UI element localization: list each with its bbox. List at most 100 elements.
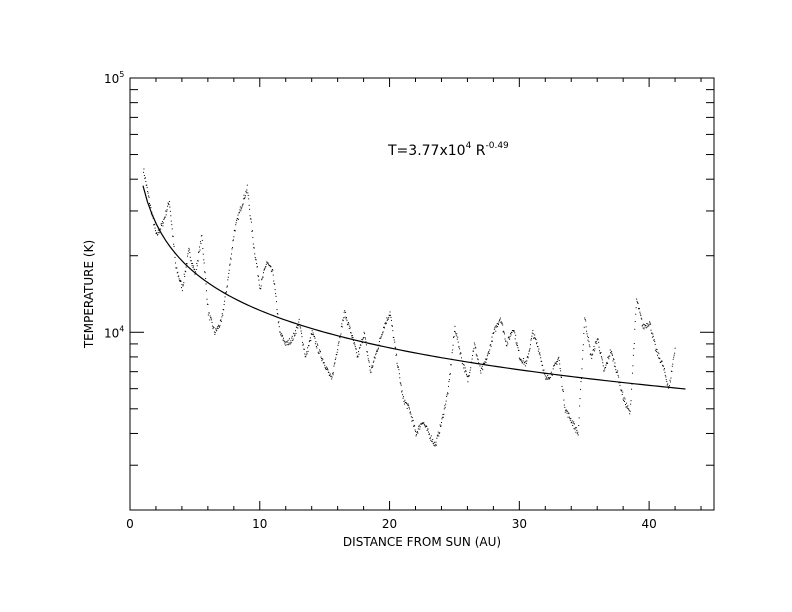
observed-point [422,422,424,424]
observed-point [157,229,159,231]
observed-point [177,271,179,273]
observed-point [156,234,158,236]
observed-point [485,358,487,360]
observed-point [668,387,670,389]
observed-point [357,356,359,358]
observed-point [655,348,657,350]
observed-point [536,342,538,344]
observed-point [469,369,471,371]
observed-point [664,371,666,373]
observed-point [246,184,248,186]
observed-point [667,386,669,388]
observed-point [431,440,433,442]
observed-point [358,351,360,353]
observed-point [555,361,557,363]
observed-point [406,403,408,405]
observed-point [585,326,587,328]
observed-point [308,340,310,342]
observed-point [142,171,144,173]
observed-point [500,321,502,323]
observed-point [162,225,164,227]
observed-point [515,334,517,336]
observed-point [380,337,382,339]
observed-point [648,324,650,326]
observed-point [566,412,568,414]
observed-point [670,377,672,379]
observed-point [505,340,507,342]
observed-point [647,323,649,325]
observed-point [246,189,248,191]
observed-point [238,212,240,214]
observed-point [336,354,338,356]
observed-point [517,345,519,347]
observed-point [256,266,258,268]
observed-point [404,399,406,401]
observed-point [219,325,221,327]
observed-point [196,263,198,265]
observed-point [484,361,486,363]
observed-point [205,283,207,285]
observed-point [652,333,654,335]
observed-point [199,249,201,251]
observed-point [146,187,148,189]
observed-point [605,364,607,366]
observed-point [314,337,316,339]
observed-point [252,243,254,245]
observed-point [403,401,405,403]
observed-point [546,378,548,380]
observed-point [509,335,511,337]
observed-point [498,319,500,321]
observed-point [542,369,544,371]
observed-point [329,374,331,376]
observed-point [230,258,232,260]
observed-point [395,355,397,357]
observed-point [257,275,259,277]
observed-point [558,356,560,358]
observed-point [367,355,369,357]
observed-point [220,319,222,321]
observed-point [415,435,417,437]
observed-point [616,371,618,373]
observed-point [189,256,191,258]
observed-point [211,321,213,323]
observed-point [358,347,360,349]
observed-point [343,317,345,319]
observed-point [407,404,409,406]
observed-point [344,310,346,312]
observed-point [144,177,146,179]
observed-point [544,375,546,377]
observed-point [460,352,462,354]
observed-point [527,356,529,358]
observed-point [469,371,471,373]
observed-point [348,323,350,325]
observed-point [349,327,351,329]
observed-point [217,326,219,328]
observed-point [445,400,447,402]
observed-point [574,428,576,430]
observed-point [169,206,171,208]
observed-point [516,344,518,346]
observed-point [653,339,655,341]
observed-point [341,326,343,328]
observed-point [456,333,458,335]
observed-point [455,333,457,335]
observed-point [633,343,635,345]
observed-point [389,311,391,313]
observed-point [364,337,366,339]
observed-point [438,433,440,435]
observed-point [302,344,304,346]
observed-point [377,350,379,352]
observed-point [549,376,551,378]
observed-point [381,334,383,336]
observed-point [310,333,312,335]
observed-point [498,323,500,325]
observed-point [663,369,665,371]
observed-point [584,318,586,320]
observed-point [582,344,584,346]
observed-point [181,284,183,286]
observed-point [158,232,160,234]
observed-point [620,390,622,392]
observed-point [596,339,598,341]
observed-point [229,263,231,265]
observed-point [510,334,512,336]
